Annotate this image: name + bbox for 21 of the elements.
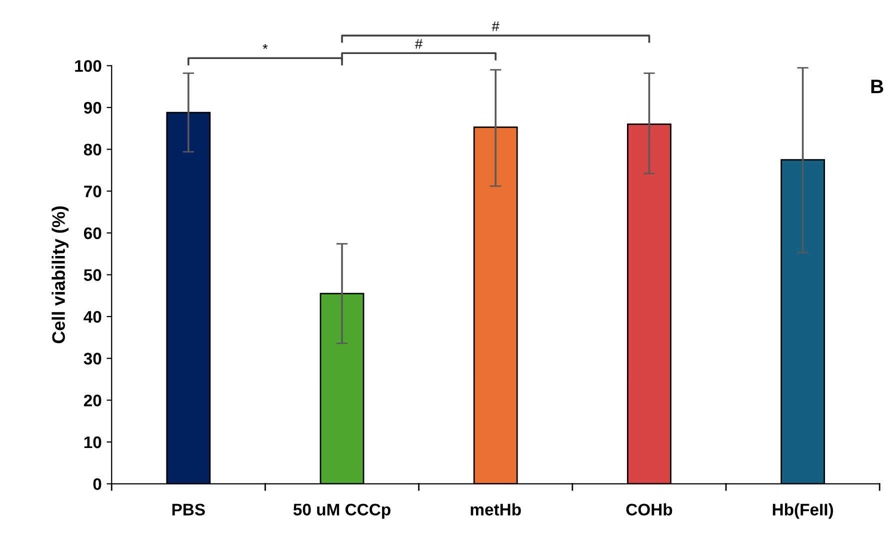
text: # [415,39,423,49]
y-tick-label: 90 [84,102,102,114]
y-tick-label: 10 [84,436,102,448]
text: * [262,44,268,49]
y-tick-label: 20 [84,394,102,406]
x-tick-label: PBS [172,504,205,516]
y-tick-label: 30 [84,352,102,365]
y-tick-label: 80 [84,144,102,156]
y-tick-label: 0 [93,478,102,490]
text: # [492,22,500,32]
y-tick-label: 60 [84,227,102,240]
y-axis-title: Cell viability (%) [52,206,69,344]
y-tick-label: 100 [75,60,102,72]
x-tick-label: 50 uM CCCp [293,504,390,519]
y-tick-label: 70 [84,186,102,198]
x-tick-label: metHb [470,503,521,516]
x-tick-label: COHb [626,503,672,516]
x-tick-label: Hb(FeII) [772,503,833,519]
y-tick-label: 50 [84,269,102,281]
y-tick-label: 40 [84,310,102,323]
annotation: B [871,80,884,94]
